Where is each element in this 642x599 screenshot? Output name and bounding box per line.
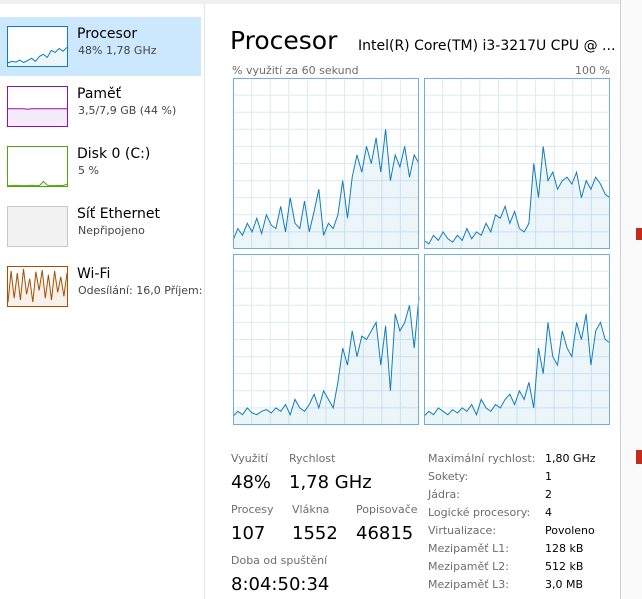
- graph-caption: % využití za 60 sekund: [232, 64, 359, 77]
- item-subtitle: Nepřipojeno: [78, 224, 145, 237]
- tab-strip: [0, 0, 620, 4]
- stat-value: 48%: [231, 472, 271, 493]
- sidebar-item[interactable]: Disk 0 (C:) 5 %: [7, 146, 151, 187]
- stat-label: Doba od spuštění: [231, 554, 328, 567]
- thumbnail: [7, 26, 68, 67]
- item-subtitle: Odesílání: 16,0 Příjem: 9: [78, 284, 213, 297]
- sidebar: Procesor 48% 1,78 GHz Paměť 3,5/7,9 GB (44 …: [0, 17, 213, 307]
- graph-border: [233, 78, 419, 249]
- detail-label: Maximální rychlost:: [428, 452, 535, 465]
- graph-border: [233, 254, 419, 425]
- background-mark: [636, 450, 642, 464]
- stat-label: Rychlost: [289, 452, 336, 465]
- detail-value: Povoleno: [545, 524, 595, 537]
- core-graph: [423, 78, 611, 249]
- detail-label: Sokety:: [428, 470, 468, 483]
- detail-value: 4: [545, 506, 552, 519]
- background-window: [621, 0, 642, 599]
- stat-value: 1,78 GHz: [289, 472, 372, 493]
- stat-label: Využití: [231, 452, 269, 465]
- core-graph: [423, 254, 611, 425]
- background-mark: [636, 228, 642, 240]
- graph-line: [7, 46, 68, 64]
- cpu-name: Intel(R) Core(TM) i3-3217U CPU @ ...: [358, 38, 615, 54]
- stat-value: 107: [231, 523, 265, 544]
- detail-value: 1,80 GHz: [545, 452, 596, 465]
- detail-label: Logické procesory:: [428, 506, 530, 519]
- core-graph: [232, 254, 420, 425]
- graph-line: [7, 268, 68, 303]
- sidebar-item[interactable]: Procesor 48% 1,78 GHz: [0, 17, 201, 76]
- stat-value: 1552: [292, 523, 338, 544]
- item-subtitle: 48% 1,78 GHz: [78, 44, 157, 57]
- graph-area: [8, 47, 67, 66]
- details: Maximální rychlost: 1,80 GHz Sokety: 1 Jádra…: [427, 452, 596, 591]
- item-subtitle: 5 %: [78, 164, 99, 177]
- core-graphs: [232, 78, 611, 425]
- stat-label: Procesy: [231, 503, 274, 516]
- item-title: Wi-Fi: [77, 266, 110, 282]
- graph-line: [423, 146, 611, 245]
- detail-label: Jádra:: [427, 488, 460, 501]
- item-title: Disk 0 (C:): [77, 146, 150, 162]
- graph-line: [423, 313, 611, 417]
- detail-value: 2: [545, 488, 552, 501]
- detail-label: Virtualizace:: [428, 524, 496, 537]
- graph-border: [424, 78, 610, 249]
- sidebar-item[interactable]: Paměť 3,5/7,9 GB (44 %): [7, 86, 177, 127]
- stat-value: 8:04:50:34: [231, 574, 329, 595]
- graph-line: [232, 296, 420, 417]
- graph-area: [8, 108, 67, 126]
- graph-area: [424, 146, 610, 249]
- detail-label: Mezipaměť L3:: [428, 578, 509, 591]
- detail-label: Mezipaměť L2:: [428, 560, 509, 573]
- stat-label: Popisovače: [356, 503, 418, 516]
- item-title: Procesor: [77, 26, 137, 42]
- thumbnail: [7, 206, 68, 247]
- item-title: Síť Ethernet: [77, 206, 161, 222]
- detail-value: 3,0 MB: [545, 578, 583, 591]
- detail-value: 1: [545, 470, 552, 483]
- graph-area: [424, 313, 610, 425]
- item-title: Paměť: [77, 86, 122, 102]
- thumbnail: [7, 146, 68, 187]
- detail-value: 128 kB: [545, 542, 583, 555]
- stat-label: Vlákna: [292, 503, 329, 516]
- sidebar-item[interactable]: Wi-Fi Odesílání: 16,0 Příjem: 9: [7, 266, 213, 307]
- graph-border: [424, 254, 610, 425]
- sidebar-item[interactable]: Síť Ethernet Nepřipojeno: [7, 206, 161, 247]
- core-graph: [232, 78, 420, 249]
- thumbnail: [7, 86, 68, 127]
- detail-value: 512 kB: [545, 560, 583, 573]
- graph-line: [232, 129, 420, 241]
- stat-value: 46815: [356, 523, 413, 544]
- item-subtitle: 3,5/7,9 GB (44 %): [78, 104, 176, 117]
- page-title: Procesor: [230, 26, 338, 55]
- graph-max: 100 %: [575, 64, 610, 77]
- stats: Využití 48% Rychlost 1,78 GHz Procesy 107 Vlák…: [231, 452, 418, 595]
- detail-label: Mezipaměť L1:: [428, 542, 509, 555]
- graph-line: [8, 180, 68, 187]
